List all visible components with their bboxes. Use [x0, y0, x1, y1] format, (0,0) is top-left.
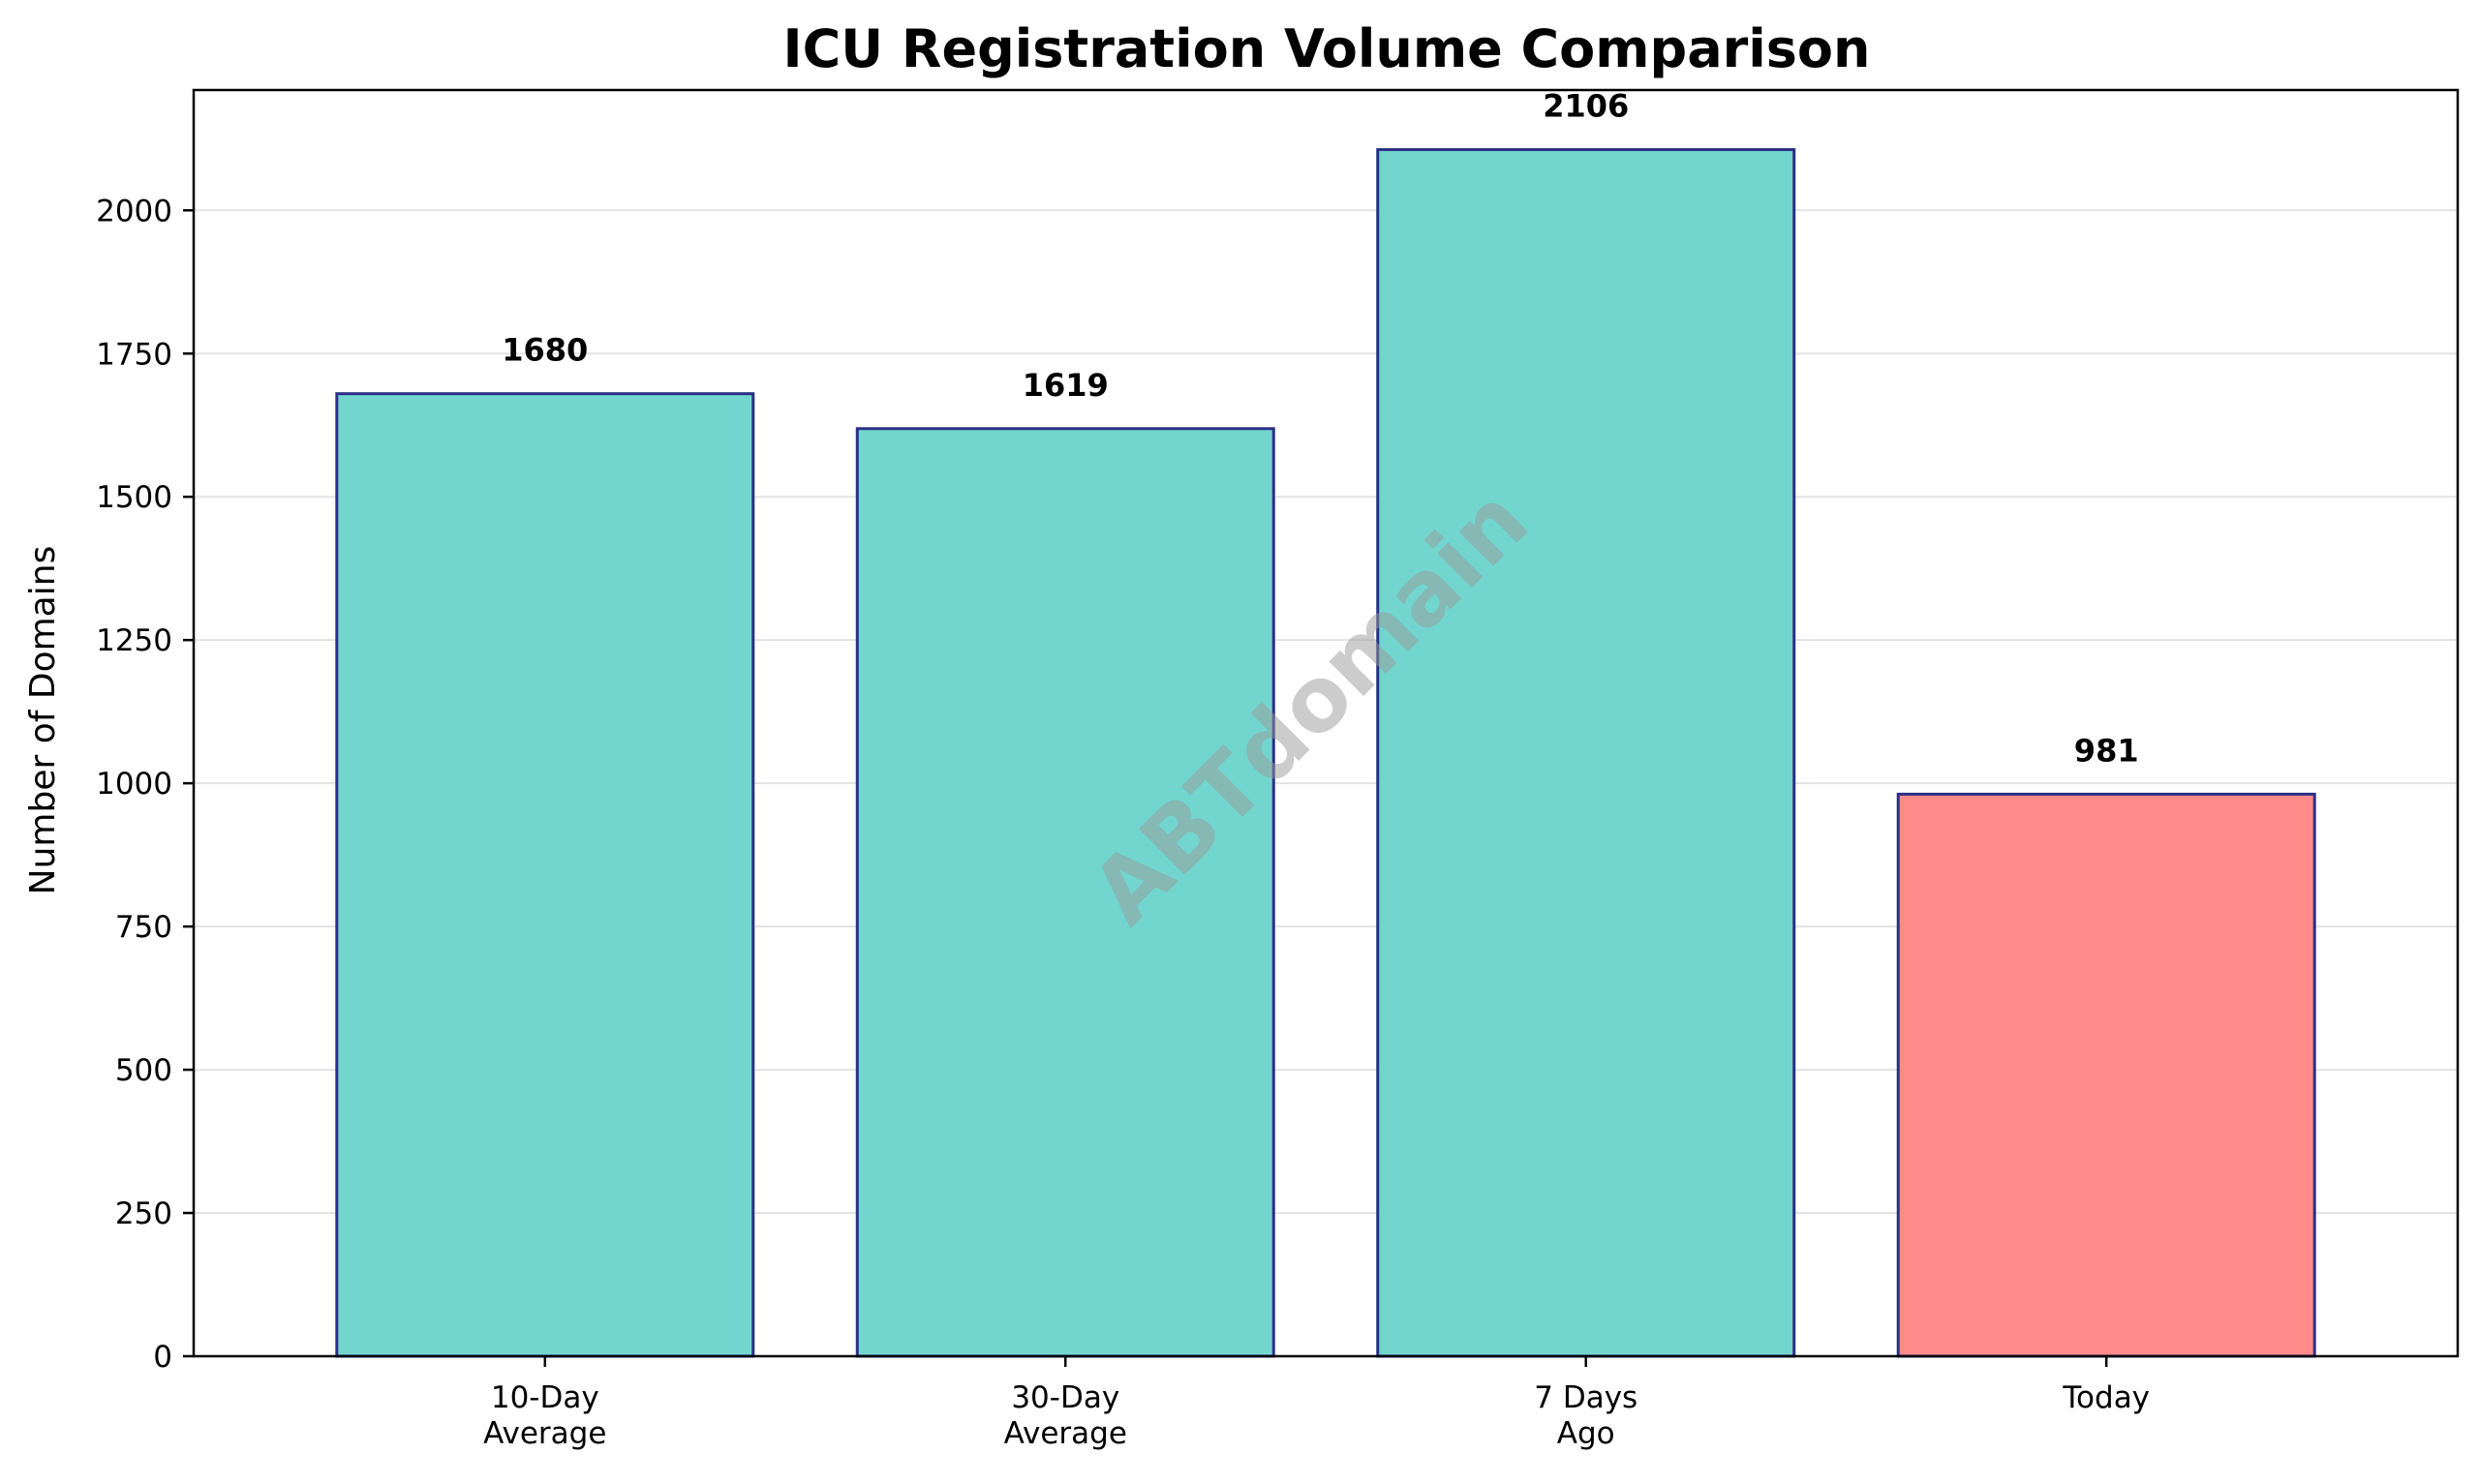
value-label-3: 981 — [2074, 732, 2139, 769]
y-tick-label-1000: 1000 — [96, 767, 172, 802]
axes — [192, 88, 2460, 1358]
x-tick-label-line: 10-Day — [491, 1380, 599, 1415]
bar-0 — [335, 392, 755, 1358]
x-tick-label-0: 10-Day Average — [483, 1380, 606, 1451]
x-tick-label-line: Today — [2062, 1380, 2150, 1415]
y-tick-label-0: 0 — [153, 1340, 172, 1375]
y-tick-label-1250: 1250 — [96, 623, 172, 658]
x-tick-label-line: 7 Days — [1534, 1380, 1637, 1415]
x-tick-label-3: Today — [2062, 1380, 2150, 1415]
value-label-0: 1680 — [502, 332, 588, 369]
y-tick-label-2000: 2000 — [96, 194, 172, 228]
y-tick-label-750: 750 — [115, 910, 172, 945]
y-tick-label-250: 250 — [115, 1196, 172, 1231]
bar-3 — [1896, 792, 2316, 1358]
x-tick-label-1: 30-Day Average — [1004, 1380, 1127, 1451]
y-tick-label-500: 500 — [115, 1053, 172, 1088]
value-label-2: 2106 — [1543, 88, 1629, 125]
value-labels: 1680 1619 2106 981 — [502, 88, 2138, 770]
bar-2 — [1376, 148, 1796, 1358]
value-label-1: 1619 — [1023, 367, 1109, 404]
x-tick-label-line: Ago — [1557, 1416, 1615, 1451]
x-tick-label-2: 7 Days Ago — [1534, 1380, 1637, 1451]
y-axis-label: Number of Domains — [23, 546, 63, 895]
x-tick-label-line: 30-Day — [1011, 1380, 1119, 1415]
plot-frame — [192, 88, 2460, 1358]
bar-1 — [855, 427, 1275, 1358]
chart-title: ICU Registration Volume Comparison — [783, 18, 1871, 79]
bars — [335, 148, 2316, 1358]
x-tick-label-line: Average — [483, 1416, 606, 1451]
y-tick-label-1750: 1750 — [96, 337, 172, 372]
x-tick-label-line: Average — [1004, 1416, 1127, 1451]
y-tick-label-1500: 1500 — [96, 480, 172, 515]
